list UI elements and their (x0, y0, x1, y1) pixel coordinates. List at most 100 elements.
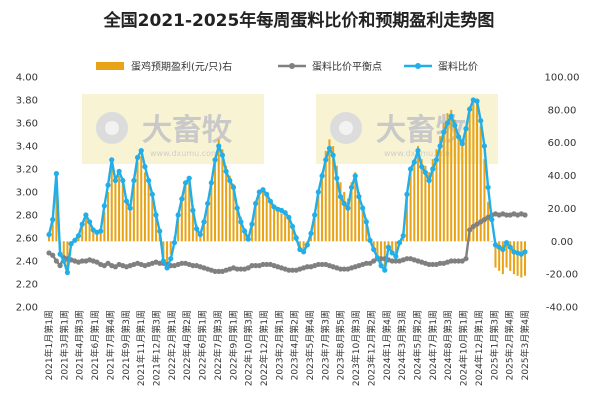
breakeven-point (437, 260, 443, 266)
breakeven-point (363, 260, 369, 266)
ratio-point (352, 173, 358, 179)
ratio-point (478, 118, 484, 124)
ratio-point (382, 267, 388, 273)
profit-bar (92, 228, 95, 242)
breakeven-point (337, 266, 344, 272)
profit-bar (468, 106, 471, 242)
profit-bar (416, 146, 420, 242)
profit-bar (225, 165, 228, 242)
profit-bar (217, 139, 220, 242)
profit-bar (450, 109, 453, 242)
profit-bar (95, 231, 98, 242)
x-tick-label: 2023年5月第4周 (304, 310, 316, 380)
y-left-tick-label: 2.20 (16, 280, 38, 291)
ratio-point (330, 152, 336, 158)
profit-bar (498, 241, 501, 271)
profit-bar (394, 241, 397, 255)
ratio-point (345, 205, 351, 211)
profit-bar (166, 241, 169, 265)
profit-bar (258, 192, 261, 242)
ratio-point (219, 152, 226, 158)
profit-bar (343, 192, 346, 242)
ratio-point (68, 241, 74, 247)
ratio-point (267, 198, 273, 204)
profit-bar (376, 241, 379, 258)
profit-bar (383, 241, 386, 268)
ratio-point (46, 231, 52, 238)
breakeven-point (430, 261, 436, 268)
profit-bar (357, 192, 360, 242)
profit-bar (365, 218, 368, 242)
profit-bar (55, 192, 58, 242)
x-tick-label: 2021年12月第3周 (151, 310, 163, 386)
ratio-point (400, 233, 406, 239)
profit-bar (118, 175, 121, 242)
profit-bar (262, 188, 265, 242)
ratio-point (98, 228, 104, 234)
ratio-point (426, 177, 432, 184)
profit-bar (177, 216, 180, 242)
ratio-point (212, 157, 218, 163)
breakeven-point (389, 258, 395, 264)
breakeven-point (79, 258, 85, 264)
profit-bar (107, 192, 110, 242)
ratio-point (86, 219, 93, 225)
profit-bar (324, 150, 327, 242)
profit-bar (354, 172, 357, 242)
profit-bar (195, 224, 198, 242)
breakeven-point (455, 258, 462, 264)
profit-bar (269, 201, 272, 242)
x-tick-label: 2021年11月第1周 (135, 310, 147, 386)
ratio-point (160, 258, 166, 264)
x-tick-label: 2022年12月第1周 (258, 310, 270, 386)
profit-bar (501, 241, 504, 275)
profit-bar (516, 241, 519, 276)
profit-bar (51, 221, 54, 242)
ratio-point (422, 169, 428, 176)
profit-bar (523, 241, 527, 276)
ratio-point (230, 184, 237, 190)
ratio-point (467, 106, 473, 112)
ratio-point (301, 249, 307, 255)
profit-bar (232, 183, 235, 242)
profit-bar (154, 216, 158, 242)
profit-bar (479, 126, 482, 242)
ratio-point (79, 221, 85, 227)
ratio-point (315, 189, 321, 195)
ratio-point (463, 126, 469, 132)
profit-bar (66, 241, 69, 268)
x-tick-label: 2022年2月第1周 (166, 310, 178, 380)
profit-bar (512, 241, 515, 275)
breakeven-point (304, 264, 310, 270)
breakeven-point (522, 212, 528, 218)
ratio-point (334, 175, 340, 181)
ratio-point (444, 120, 451, 126)
ratio-point (337, 194, 344, 200)
profit-bar (439, 136, 442, 242)
ratio-point (112, 177, 119, 184)
profit-bar (265, 195, 268, 242)
ratio-point (175, 212, 181, 218)
ratio-point (208, 180, 214, 186)
ratio-point (378, 263, 384, 269)
ratio-point (360, 205, 366, 211)
profit-bar (391, 241, 394, 252)
x-tick-label: 2024年12月第1周 (473, 310, 485, 386)
ratio-point (507, 244, 513, 250)
ratio-point (485, 184, 491, 190)
ratio-point (326, 145, 333, 151)
ratio-point (146, 177, 152, 184)
ratio-point (500, 246, 506, 253)
profit-bar (236, 205, 239, 242)
ratio-point (367, 237, 373, 243)
ratio-point (101, 203, 107, 209)
breakeven-point (249, 263, 255, 269)
breakeven-point (179, 260, 185, 266)
profit-bar (125, 200, 128, 242)
legend-label-breakeven: 蛋料比价平衡点 (312, 60, 382, 73)
x-tick-label: 2021年6月第1周 (89, 310, 101, 380)
profit-bar (387, 241, 390, 248)
y-left-tick-label: 3.00 (16, 188, 38, 199)
profit-bar (287, 218, 290, 242)
ratio-point (319, 173, 325, 179)
